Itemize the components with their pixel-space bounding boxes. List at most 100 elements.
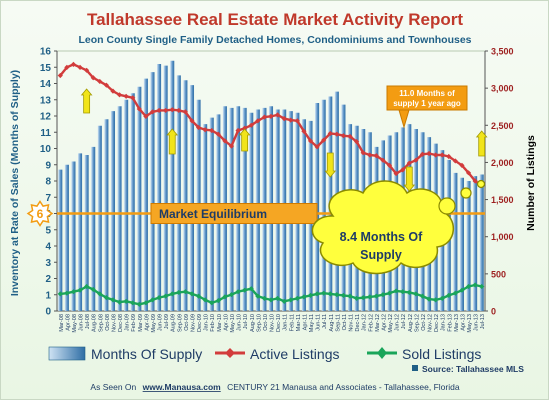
- sold-listings-point: [182, 289, 188, 295]
- x-tick-label: Mar-08: [59, 314, 65, 332]
- x-tick-label: Nov-10: [270, 314, 276, 332]
- x-tick-label: Jun-11: [316, 314, 322, 331]
- x-tick-label: Nov-11: [349, 314, 355, 332]
- active-listings-point: [340, 133, 347, 139]
- x-tick-label: Jun-10: [237, 314, 243, 331]
- x-tick-label: Mar-10: [217, 314, 223, 332]
- active-listings-point: [327, 130, 333, 137]
- sold-listings-point: [354, 295, 360, 301]
- active-listings-point: [103, 82, 109, 88]
- sold-listings-point: [143, 300, 149, 306]
- y-tick-label: 2: [45, 274, 51, 285]
- sold-listings-point: [57, 291, 63, 297]
- supply-bar: [78, 153, 83, 312]
- x-tick-label: Dec-11: [355, 314, 361, 332]
- active-listings-point: [182, 109, 188, 115]
- active-listings-point: [367, 152, 373, 158]
- legend-marker-active-listings: [225, 348, 235, 358]
- x-tick-label: Jul-12: [401, 314, 407, 329]
- sold-listings-point: [281, 298, 287, 304]
- active-listings-point: [222, 138, 228, 144]
- chart-subtitle: Leon County Single Family Detached Homes…: [78, 34, 471, 46]
- x-tick-label: Dec-09: [197, 314, 203, 332]
- x-tick-label: Mar-11: [296, 314, 302, 331]
- sold-listings-point: [149, 297, 156, 303]
- x-tick-label: Apr-09: [144, 314, 150, 331]
- active-listings-point: [163, 107, 169, 114]
- y-tick-label: 1: [45, 290, 51, 301]
- x-tick-label: May-11: [309, 314, 315, 332]
- x-tick-label: Mar-13: [454, 314, 460, 332]
- x-tick-label: Apr-08: [65, 314, 71, 331]
- supply-bar: [459, 177, 464, 311]
- sold-listings-point: [288, 297, 294, 303]
- active-listings-point: [77, 64, 83, 70]
- y-tick-label: 16: [40, 47, 52, 58]
- callout-text-line1: 8.4 Months Of: [340, 230, 423, 244]
- supply-bar: [58, 169, 63, 312]
- footer-as-seen-on: As Seen On: [90, 382, 136, 392]
- supply-bar: [453, 172, 458, 312]
- active-listings-point: [156, 107, 162, 114]
- sold-listings-point: [419, 293, 426, 299]
- x-axis-ticks: Mar-08 Apr-08 May-08 Jun-08 Jul-08 Aug-08 Sep-…: [59, 314, 486, 333]
- sold-listings-point: [321, 290, 327, 296]
- sold-listings-point: [116, 299, 123, 305]
- x-tick-label: Apr-12: [381, 314, 387, 331]
- sold-listings-point: [70, 289, 77, 295]
- supply-bar: [71, 161, 76, 311]
- x-tick-label: Feb-13: [447, 314, 453, 332]
- active-listings-point: [215, 131, 221, 137]
- trend-arrow-up-icon: [166, 128, 179, 155]
- sold-listings-series: [57, 282, 485, 307]
- active-listings-point: [70, 61, 77, 67]
- trend-arrow-up-icon: [80, 88, 93, 114]
- y-tick-label: 12: [40, 112, 52, 123]
- sold-listings-point: [334, 292, 340, 298]
- footer-site-link[interactable]: www.Manausa.com: [142, 382, 222, 392]
- y-tick-label: 3: [45, 258, 51, 269]
- x-tick-label: Nov-09: [190, 314, 196, 332]
- supply-bar: [84, 155, 89, 311]
- active-listings-point: [274, 112, 281, 118]
- sold-listings-point: [307, 292, 314, 298]
- active-listings-point: [386, 162, 393, 168]
- x-tick-label: Jul-09: [164, 314, 170, 329]
- sold-listings-point: [400, 289, 406, 295]
- legend-label-active-listings: Active Listings: [250, 346, 339, 362]
- active-listings-point: [97, 78, 103, 85]
- sold-listings-point: [189, 291, 195, 297]
- x-tick-label: Oct-12: [421, 314, 427, 331]
- y-tick-label: 10: [40, 144, 52, 155]
- equilibrium-label: Market Equilibrium: [159, 207, 267, 221]
- active-listings-point: [90, 75, 96, 81]
- sold-listings-point: [426, 296, 432, 302]
- x-tick-label: Sep-12: [414, 314, 420, 332]
- footer-agency: CENTURY 21 Manausa and Associates - Tall…: [227, 382, 460, 392]
- x-tick-label: Apr-10: [223, 314, 229, 331]
- sold-listings-point: [433, 297, 439, 303]
- year-ago-box: [386, 85, 468, 111]
- y2-tick-label: 3,000: [491, 84, 514, 94]
- supply-bar: [479, 174, 484, 311]
- y2-tick-label: 2,000: [491, 158, 514, 168]
- active-listings-point: [136, 106, 142, 112]
- supply-bar: [64, 164, 69, 311]
- sold-listings-point: [386, 290, 393, 296]
- active-listings-point: [452, 158, 458, 164]
- active-listings-point: [281, 116, 287, 122]
- equilibrium-label-box: [150, 203, 318, 224]
- x-tick-label: Aug-10: [250, 314, 256, 332]
- sold-listings-point: [103, 295, 109, 301]
- x-tick-label: Dec-08: [118, 314, 124, 332]
- y-axis-ticks: 012345678910111213141516: [40, 47, 57, 318]
- active-listings-point: [334, 131, 340, 137]
- x-tick-label: Oct-09: [184, 314, 190, 331]
- active-listings-point: [268, 113, 274, 119]
- x-tick-label: Sep-11: [335, 314, 341, 332]
- callout-bubble-small: [476, 179, 486, 189]
- sold-listings-point: [156, 295, 162, 301]
- sold-listings-point: [261, 295, 268, 301]
- year-ago-text-line1: 11.0 Months of: [399, 89, 455, 98]
